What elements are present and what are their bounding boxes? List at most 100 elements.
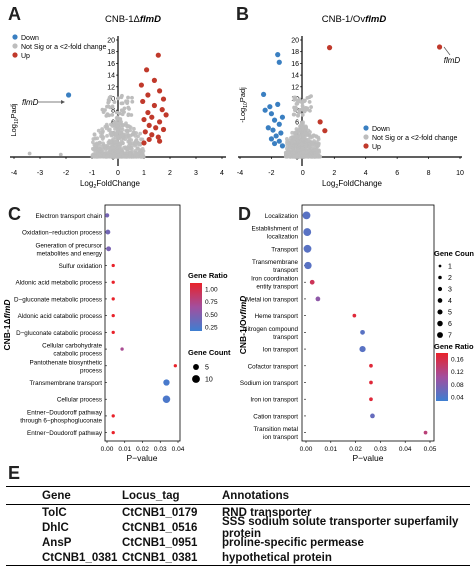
enrichment-dot [303, 228, 312, 236]
legend-down-dot [12, 34, 18, 40]
x-tick-label: 0.02 [349, 446, 362, 453]
nonsig-point [119, 101, 124, 106]
nonsig-point [100, 150, 105, 155]
nonsig-point [300, 112, 305, 117]
up-point [160, 126, 167, 133]
nonsig-point [107, 127, 112, 132]
up-point [151, 102, 157, 109]
enrichment-dot [120, 347, 124, 351]
x-tick-label: 0.04 [399, 446, 412, 453]
nonsig-point [106, 99, 111, 104]
nonsig-point [120, 127, 125, 132]
cell-locus-tag: CtCNB1_0951 [122, 536, 198, 549]
y-tick-label: 14 [291, 73, 299, 80]
enrichment-dot [359, 345, 366, 353]
panel-letter-a: A [8, 4, 21, 24]
volcano-a-nonsig-cloud [27, 93, 146, 159]
nonsig-point [304, 147, 309, 151]
enrichment-dot [105, 213, 110, 218]
down-point [271, 117, 278, 123]
up-point [141, 116, 147, 123]
down-point [279, 114, 286, 120]
table-row: AnsP CtCNB1_0951 proline-specific permea… [6, 535, 470, 550]
nonsig-point [124, 154, 129, 159]
nonsig-point [117, 111, 122, 116]
nonsig-point [296, 113, 300, 118]
up-point [153, 125, 159, 131]
ratio-tick-label: 0.50 [205, 312, 218, 319]
up-point [163, 112, 169, 118]
nonsig-point [288, 145, 292, 149]
nonsig-point [107, 95, 112, 100]
nonsig-point [300, 146, 305, 151]
volcano-b-points [260, 44, 443, 149]
table-header-row: Gene Locus_tag Annotations [6, 487, 470, 505]
cell-gene: TolC [42, 506, 67, 519]
count-legend-dot [437, 309, 443, 315]
nonsig-point [92, 154, 97, 159]
enrichment-dot [423, 430, 428, 435]
up-point [142, 129, 148, 135]
nonsig-point [115, 118, 120, 122]
nonsig-point [100, 130, 105, 135]
up-point [160, 96, 167, 102]
category-label: Transition metal ion transport [253, 426, 298, 441]
down-point [267, 104, 273, 110]
volcano-a-ylabel: Log10Padj [9, 103, 20, 136]
x-tick-label: 0.01 [324, 446, 337, 453]
enrichment-dot [360, 329, 365, 335]
up-point [146, 136, 152, 143]
nonsig-point [116, 134, 120, 139]
volcano-a-title: CNB-1ΔflmD [105, 14, 161, 25]
category-label: Iron coordination entity transport [251, 276, 298, 291]
enrichment-dot [173, 364, 177, 368]
ratio-tick-label: 0.04 [451, 395, 464, 402]
ratio-tick-label: 0.08 [451, 382, 464, 389]
down-point [268, 111, 275, 117]
enrichment-c-x-ticks: 0.00 0.01 0.02 0.03 0.04 [101, 441, 185, 453]
ratio-legend-ticks: 1.00 0.75 0.50 0.25 [205, 287, 218, 332]
nonsig-point [112, 100, 117, 104]
category-label: Heme transport [255, 313, 299, 320]
nonsig-point [119, 95, 124, 100]
x-tick-label: 2 [332, 170, 336, 177]
nonsig-point [98, 147, 103, 151]
enrichment-dot [111, 313, 115, 318]
nonsig-point [291, 150, 296, 155]
nonsig-point [115, 124, 120, 129]
legend-up-label: Up [372, 144, 381, 151]
enrichment-dot [315, 296, 321, 302]
ratio-tick-label: 0.16 [451, 357, 464, 364]
x-tick-label: 0.03 [154, 446, 167, 453]
enrichment-dot [369, 397, 373, 402]
enrichment-dot [162, 395, 171, 403]
nonsig-point [116, 145, 121, 149]
y-tick-label: 8 [295, 108, 299, 115]
nonsig-point [134, 139, 139, 143]
up-point [326, 45, 333, 51]
enrichment-dot [369, 363, 373, 368]
category-label: Oxidation−reduction process [22, 230, 102, 237]
volcano-plot-b: CNB-1/OvflmD 0 2 4 6 8 10 12 14 16 18 20 -4 -2 0 2 4 6 8… [237, 14, 464, 190]
x-tick-label: -4 [11, 170, 17, 177]
up-point [151, 77, 157, 83]
x-tick-label: 6 [395, 170, 399, 177]
nonsig-point [293, 130, 297, 135]
nonsig-point [124, 134, 129, 139]
y-tick-label: 20 [291, 38, 299, 45]
nonsig-point [140, 137, 145, 142]
y-tick-label: 14 [107, 73, 115, 80]
enrichment-plot-d: Localization Establishment of localization… [238, 204, 474, 463]
volcano-b-legend: Down Not Sig or a <2-fold change Up [363, 125, 458, 151]
nonsig-point [117, 121, 122, 126]
ratio-legend-ticks: 0.16 0.12 0.08 0.04 [451, 357, 464, 402]
nonsig-point [285, 137, 289, 141]
x-tick-label: 0.01 [118, 446, 131, 453]
nonsig-point [297, 107, 302, 112]
category-label: Iron ion transport [250, 397, 298, 404]
nonsig-point [119, 151, 124, 156]
nonsig-point [95, 136, 100, 141]
nonsig-point [302, 99, 307, 104]
nonsig-point [139, 154, 144, 159]
nonsig-point [98, 140, 102, 145]
